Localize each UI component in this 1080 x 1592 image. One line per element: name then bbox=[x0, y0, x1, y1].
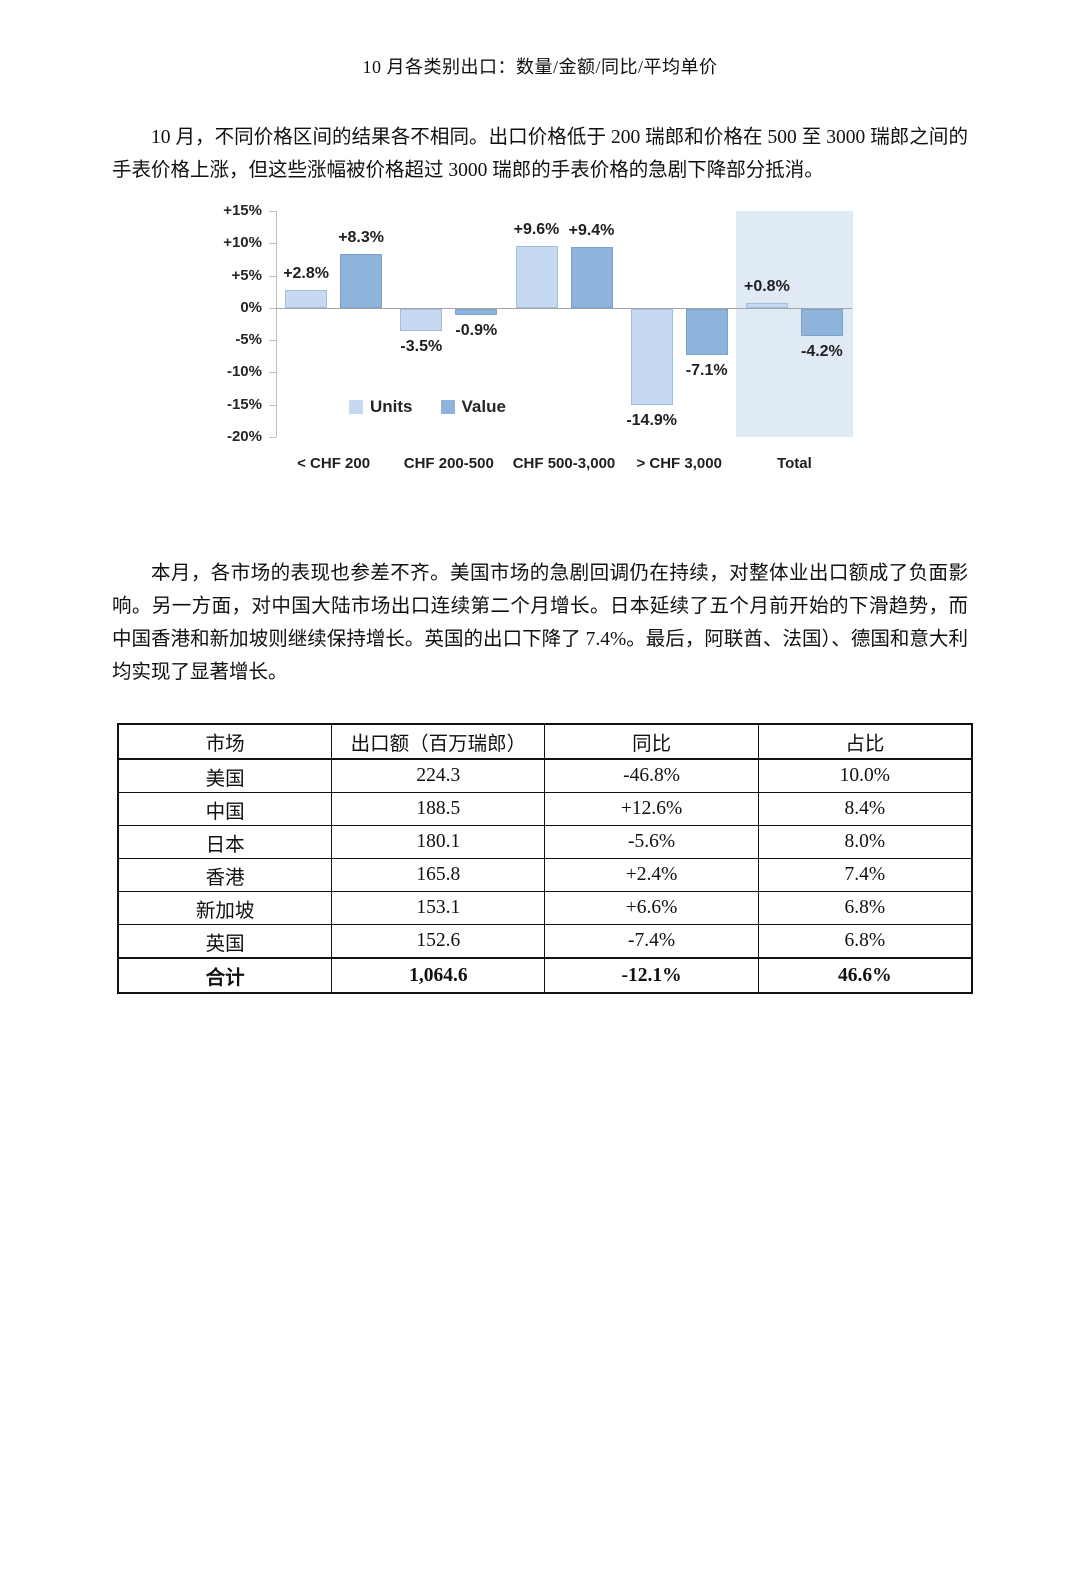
y-axis-tick bbox=[269, 211, 276, 212]
table-cell: 10.0% bbox=[757, 758, 973, 793]
table-row: 新加坡 153.1 +6.6% 6.8% bbox=[117, 891, 973, 925]
bar-label-value-4: -4.2% bbox=[800, 342, 843, 360]
y-axis-line bbox=[276, 211, 277, 437]
table-cell: 美国 bbox=[117, 758, 333, 793]
intro-paragraph: 10 月，不同价格区间的结果各不相同。出口价格低于 200 瑞郎和价格在 500… bbox=[112, 127, 968, 181]
table-cell: 英国 bbox=[117, 924, 333, 959]
table-cell: 8.4% bbox=[757, 792, 973, 826]
bar-label-units-1: -3.5% bbox=[400, 338, 443, 356]
bar-label-value-2: +9.4% bbox=[568, 222, 615, 240]
table-cell: -46.8% bbox=[544, 758, 759, 793]
table-cell: -7.4% bbox=[544, 924, 759, 959]
y-axis-tick-label: +15% bbox=[223, 202, 262, 219]
table-cell: -5.6% bbox=[544, 825, 759, 859]
table-total-cell: 合计 bbox=[117, 957, 333, 994]
y-axis-tick-label: -5% bbox=[235, 331, 262, 349]
table-cell: 8.0% bbox=[757, 825, 973, 859]
legend-item-value: Value bbox=[440, 397, 506, 417]
bar-label-value-0: +8.3% bbox=[338, 229, 384, 247]
bar-value-3 bbox=[685, 308, 728, 355]
bar-label-units-3: -14.9% bbox=[626, 412, 678, 430]
table-row: 美国 224.3 -46.8% 10.0% bbox=[117, 758, 973, 793]
zero-baseline bbox=[276, 307, 852, 309]
y-axis-tick-label: -15% bbox=[226, 395, 262, 413]
chart-plot-area: +15% +10% +5% 0% -5% -10% -15% -20% +2.8% -3.5% +9… bbox=[184, 201, 884, 483]
bar-label-units-0: +2.8% bbox=[283, 264, 329, 282]
table-cell: 7.4% bbox=[757, 858, 973, 892]
table-header-cell: 同比 bbox=[544, 723, 759, 760]
legend-item-units: Units bbox=[349, 397, 413, 417]
export-chart: +15% +10% +5% 0% -5% -10% -15% -20% +2.8% -3.5% +9… bbox=[184, 201, 884, 483]
y-axis-tick-label: -20% bbox=[226, 428, 262, 445]
y-axis-tick-label: +5% bbox=[231, 266, 262, 284]
category-label-4: Total bbox=[777, 455, 812, 472]
y-axis-tick bbox=[269, 307, 276, 309]
bar-units-1 bbox=[400, 308, 443, 332]
bar-value-4 bbox=[800, 308, 843, 336]
legend-label-value: Value bbox=[461, 397, 506, 416]
table-total-cell: -12.1% bbox=[544, 957, 759, 994]
bar-label-units-2: +9.6% bbox=[513, 220, 560, 238]
table-cell: 日本 bbox=[117, 825, 333, 859]
category-label-2: CHF 500-3,000 bbox=[512, 455, 616, 472]
category-label-1: CHF 200-500 bbox=[403, 455, 494, 472]
market-table: 市场 出口额（百万瑞郎） 同比 占比 美国 224.3 -46.8% 10.0% 中国 188.5… bbox=[117, 723, 973, 994]
bar-units-3 bbox=[630, 308, 673, 406]
table-cell: 188.5 bbox=[331, 792, 546, 826]
bar-units-4 bbox=[745, 302, 788, 308]
table-header-cell: 市场 bbox=[117, 723, 333, 760]
table-header-row: 市场 出口额（百万瑞郎） 同比 占比 bbox=[117, 723, 973, 760]
y-axis-tick bbox=[269, 437, 276, 438]
table-cell: +6.6% bbox=[544, 891, 759, 925]
table-header-cell: 出口额（百万瑞郎） bbox=[331, 723, 546, 760]
table-cell: +2.4% bbox=[544, 858, 759, 892]
bar-label-units-4: +0.8% bbox=[743, 277, 790, 295]
bar-label-value-3: -7.1% bbox=[685, 361, 728, 379]
markets-paragraph: 本月，各市场的表现也参差不齐。美国市场的急剧回调仍在持续，对整体业出口额成了负面… bbox=[112, 563, 968, 683]
table-cell: 180.1 bbox=[331, 825, 546, 859]
page-title: 10 月各类别出口：数量/金额/同比/平均单价 bbox=[362, 57, 718, 77]
table-row: 英国 152.6 -7.4% 6.8% bbox=[117, 924, 973, 959]
y-axis-tick-label: -10% bbox=[226, 363, 262, 381]
y-axis-tick bbox=[269, 275, 276, 277]
y-axis-tick-label: +10% bbox=[223, 234, 262, 252]
table-row: 日本 180.1 -5.6% 8.0% bbox=[117, 825, 973, 859]
table-cell: 中国 bbox=[117, 792, 333, 826]
y-axis-tick bbox=[269, 372, 276, 374]
table-cell: +12.6% bbox=[544, 792, 759, 826]
table-cell: 165.8 bbox=[331, 858, 546, 892]
table-cell: 153.1 bbox=[331, 891, 546, 925]
y-axis-tick bbox=[269, 404, 276, 406]
table-cell: 新加坡 bbox=[117, 891, 333, 925]
table-header-cell: 占比 bbox=[757, 723, 973, 760]
y-axis-tick bbox=[269, 340, 276, 342]
table-row: 香港 165.8 +2.4% 7.4% bbox=[117, 858, 973, 892]
category-label-0: < CHF 200 bbox=[297, 455, 371, 472]
bar-label-value-1: -0.9% bbox=[455, 321, 498, 339]
category-label-3: > CHF 3,000 bbox=[636, 455, 722, 472]
legend-label-units: Units bbox=[370, 397, 413, 416]
bar-value-2 bbox=[570, 247, 613, 308]
bar-units-2 bbox=[515, 245, 558, 308]
units-swatch-icon bbox=[349, 400, 363, 414]
table-cell: 224.3 bbox=[331, 758, 546, 793]
y-axis-tick bbox=[269, 243, 276, 245]
table-cell: 6.8% bbox=[757, 924, 973, 959]
table-total-row: 合计 1,064.6 -12.1% 46.6% bbox=[117, 957, 973, 994]
bar-value-1 bbox=[455, 308, 498, 315]
table-cell: 香港 bbox=[117, 858, 333, 892]
table-cell: 6.8% bbox=[757, 891, 973, 925]
y-axis-tick-label: 0% bbox=[240, 298, 262, 316]
chart-legend: Units Value bbox=[349, 397, 506, 417]
table-total-cell: 1,064.6 bbox=[331, 957, 546, 994]
value-swatch-icon bbox=[440, 400, 455, 414]
bar-value-0 bbox=[340, 254, 383, 308]
table-total-cell: 46.6% bbox=[757, 957, 973, 994]
table-row: 中国 188.5 +12.6% 8.4% bbox=[117, 792, 973, 826]
table-cell: 152.6 bbox=[331, 924, 546, 959]
bar-units-0 bbox=[285, 289, 328, 308]
